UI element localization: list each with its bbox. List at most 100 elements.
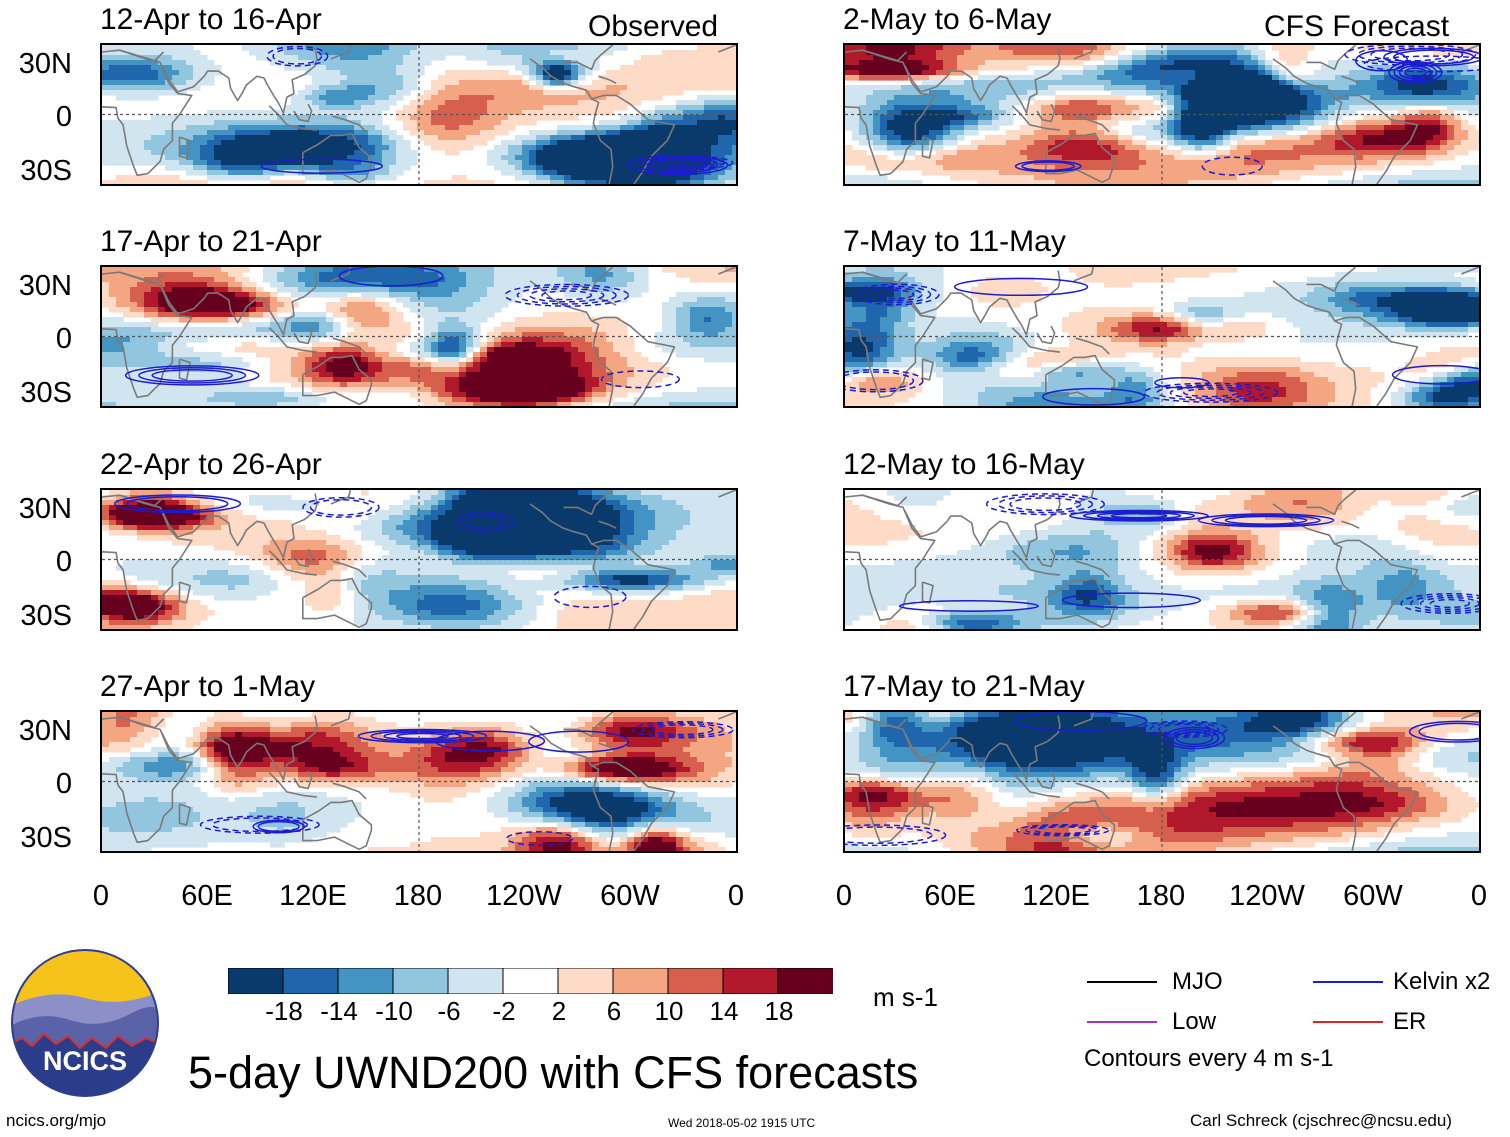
coastlines	[845, 267, 1479, 406]
lat-label-30n: 30N	[18, 715, 72, 747]
kelvin-contours	[260, 45, 734, 176]
colorbar-swatch	[227, 967, 284, 995]
footer-url[interactable]: ncics.org/mjo	[6, 1111, 107, 1130]
legend-label-er: ER	[1393, 1008, 1427, 1035]
colorbar-swatch	[337, 967, 394, 995]
anomaly-field	[845, 490, 1479, 629]
map-panel	[100, 43, 738, 186]
panel-title: 17-May to 21-May	[843, 670, 1085, 703]
legend-label-low: Low	[1172, 1008, 1217, 1035]
lon-label: 180	[1136, 880, 1186, 912]
anomaly-field	[845, 45, 1479, 184]
lon-label: 120W	[486, 880, 562, 912]
lat-label-eq: 0	[55, 323, 72, 355]
legend-line-mjo	[1087, 981, 1157, 983]
map-svg	[102, 712, 736, 851]
lon-label: 120E	[279, 880, 347, 912]
colorbar-swatch	[502, 967, 559, 995]
colorbar-tick-label: -10	[375, 996, 413, 1026]
lon-label: 0	[727, 880, 745, 912]
lat-label-eq: 0	[55, 768, 72, 800]
colorbar-tick-label: -6	[437, 996, 461, 1026]
colorbar-tick-label: 2	[551, 996, 567, 1026]
legend-label-mjo: MJO	[1172, 968, 1223, 995]
ncics-logo	[10, 948, 160, 1098]
lon-label: 0	[835, 880, 853, 912]
coastlines	[845, 490, 1479, 629]
panel-title: 17-Apr to 21-Apr	[100, 225, 322, 258]
coastlines	[845, 712, 1479, 851]
colorbar-swatch	[557, 967, 614, 995]
anomaly-field	[102, 267, 736, 406]
lon-label: 180	[393, 880, 443, 912]
panel-title: 12-May to 16-May	[843, 448, 1085, 481]
coastlines	[102, 267, 736, 406]
colorbar-units: m s-1	[873, 982, 938, 1012]
kelvin-contours	[1014, 45, 1479, 176]
map-panel	[100, 710, 738, 853]
coastlines	[845, 45, 1479, 184]
lat-label-30s: 30S	[20, 822, 72, 854]
colorbar-swatch	[612, 967, 669, 995]
map-svg	[102, 267, 736, 406]
anomaly-field	[845, 712, 1479, 851]
panel-title: 12-Apr to 16-Apr	[100, 3, 322, 36]
lon-label: 0	[1470, 880, 1488, 912]
colorbar-tick-label: 10	[654, 996, 684, 1026]
colorbar-tick-label: -18	[265, 996, 303, 1026]
map-panel	[843, 265, 1481, 408]
lat-label-30n: 30N	[18, 493, 72, 525]
map-panel	[100, 488, 738, 631]
map-panel	[843, 43, 1481, 186]
chart-title: 5-day UWND200 with CFS forecasts	[188, 1047, 919, 1098]
lon-label: 60W	[600, 880, 660, 912]
colorbar-swatch	[722, 967, 779, 995]
observed-column-title: Observed	[588, 10, 719, 43]
footer-author: Carl Schreck (cjschrec@ncsu.edu)	[1190, 1111, 1452, 1130]
lon-label: 60E	[181, 880, 233, 912]
lat-label-eq: 0	[55, 101, 72, 133]
footer-timestamp: Wed 2018-05-02 1915 UTC	[668, 1116, 816, 1130]
colorbar	[227, 967, 834, 995]
kelvin-contours	[845, 712, 1479, 847]
legend-label-kelvin: Kelvin x2	[1393, 968, 1491, 995]
panel-title: 7-May to 11-May	[843, 225, 1066, 258]
colorbar-swatch	[667, 967, 724, 995]
lon-label: 60E	[924, 880, 976, 912]
colorbar-tick-label: -14	[320, 996, 358, 1026]
colorbar-swatch	[282, 967, 339, 995]
map-svg	[845, 712, 1479, 851]
anomaly-field	[102, 45, 736, 184]
forecast-column-title: CFS Forecast	[1264, 10, 1450, 43]
map-svg	[102, 45, 736, 184]
lon-label: 120W	[1229, 880, 1305, 912]
panel-title: 2-May to 6-May	[843, 3, 1052, 36]
legend-line-kelvin	[1313, 981, 1383, 983]
map-svg	[102, 490, 736, 629]
logo-text: NCICS	[42, 1046, 127, 1076]
legend-note: Contours every 4 m s-1	[1084, 1045, 1334, 1072]
lon-label: 120E	[1022, 880, 1090, 912]
colorbar-tick-label: -2	[492, 996, 516, 1026]
kelvin-contours	[845, 277, 1479, 406]
coastlines	[102, 712, 736, 851]
map-panel	[843, 488, 1481, 631]
lat-label-30n: 30N	[18, 270, 72, 302]
lat-label-eq: 0	[55, 546, 72, 578]
lat-label-30n: 30N	[18, 48, 72, 80]
colorbar-tick-label: 14	[709, 996, 739, 1026]
panel-title: 22-Apr to 26-Apr	[100, 448, 322, 481]
legend-line-low	[1087, 1021, 1157, 1023]
map-svg	[845, 490, 1479, 629]
lon-label: 60W	[1343, 880, 1403, 912]
colorbar-swatch	[777, 967, 834, 995]
panel-title: 27-Apr to 1-May	[100, 670, 316, 703]
kelvin-contours	[898, 493, 1479, 615]
map-svg	[845, 267, 1479, 406]
kelvin-contours	[199, 720, 734, 846]
colorbar-tick-label: 6	[606, 996, 622, 1026]
legend-line-er	[1313, 1021, 1383, 1023]
map-panel	[100, 265, 738, 408]
colorbar-tick-label: 18	[764, 996, 794, 1026]
lat-label-30s: 30S	[20, 600, 72, 632]
